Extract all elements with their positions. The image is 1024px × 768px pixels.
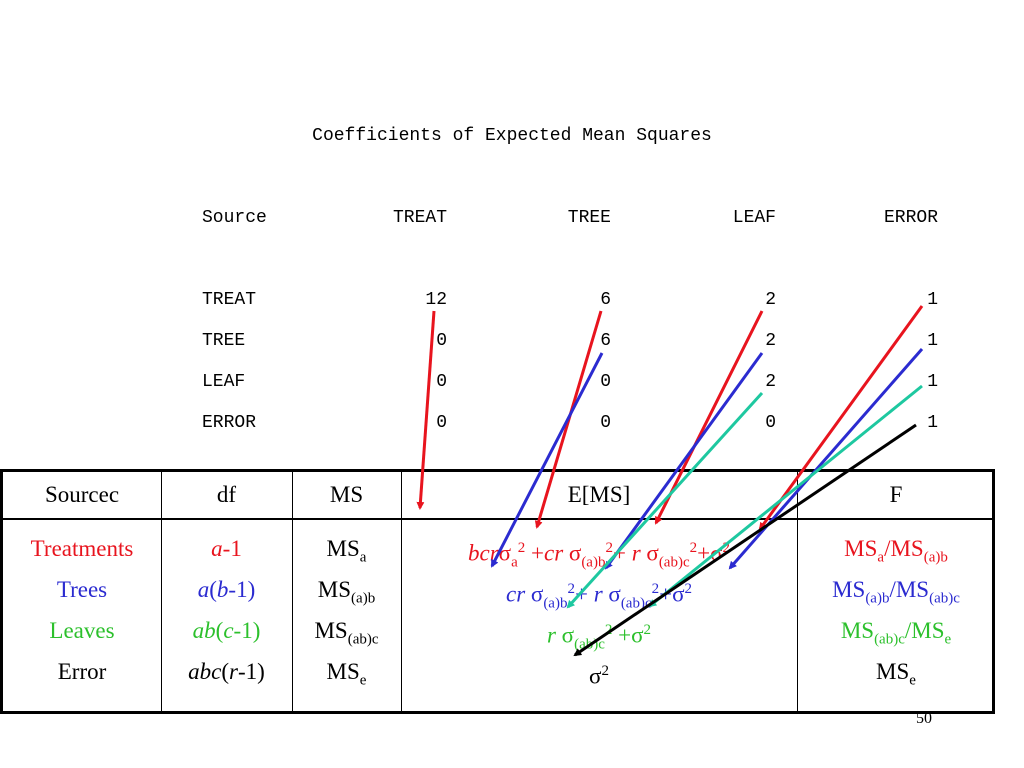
ems-trees: cr σ(a)b2+ r σ(ab)c2+σ2 <box>505 581 692 612</box>
coef-cell: 2 <box>765 290 776 310</box>
ms-treatments: MSa <box>326 536 367 566</box>
ms-column: MSa MS(a)b MS(ab)c MSe <box>292 528 401 692</box>
header-ems: E[MS] <box>567 482 631 507</box>
ms-error: MSe <box>326 659 367 689</box>
ems-treatments: bcrσa2 +cr σ(a)b2+ r σ(ab)c2+σ2 <box>468 540 730 571</box>
column-divider <box>292 472 293 711</box>
coef-row-source: TREE <box>202 331 246 351</box>
anova-table: Sourcec df MS E[MS] F Treatments Trees L… <box>0 469 995 714</box>
coef-header-treat: TREAT <box>392 208 447 228</box>
source-error: Error <box>57 659 107 684</box>
coef-cell: 6 <box>600 331 611 351</box>
source-treatments: Treatments <box>30 536 134 561</box>
coef-row-source: LEAF <box>202 372 246 392</box>
header-source: Sourcec <box>44 482 120 507</box>
source-column: Treatments Trees Leaves Error <box>3 528 161 692</box>
df-column: a-1 a(b-1) ab(c-1) abc(r-1) <box>161 528 292 692</box>
header-df: df <box>216 482 237 507</box>
df-treatments: a-1 <box>211 536 242 561</box>
ems-column: bcrσa2 +cr σ(a)b2+ r σ(ab)c2+σ2 cr σ(a)b… <box>401 528 797 692</box>
f-leaves: MS(ab)c/MSe <box>840 618 952 648</box>
ems-error: σ2 <box>589 663 609 689</box>
coef-cell: 0 <box>600 413 611 433</box>
coef-header-error: ERROR <box>883 208 938 228</box>
coef-header-source: Source <box>202 208 267 228</box>
coef-cell: 0 <box>436 331 447 351</box>
coef-cell: 0 <box>436 413 447 433</box>
source-trees: Trees <box>56 577 108 602</box>
coef-cell: 1 <box>927 372 938 392</box>
df-trees: a(b-1) <box>197 577 256 602</box>
coef-cell: 0 <box>600 372 611 392</box>
coef-cell: 0 <box>436 372 447 392</box>
coef-cell: 0 <box>765 413 776 433</box>
coef-row-source: ERROR <box>202 413 257 433</box>
header-divider <box>3 518 992 520</box>
df-leaves: ab(c-1) <box>192 618 261 643</box>
header-ms: MS <box>329 482 364 507</box>
ms-leaves: MS(ab)c <box>314 618 379 648</box>
coef-cell: 2 <box>765 331 776 351</box>
header-f: F <box>889 482 903 507</box>
ms-trees: MS(a)b <box>317 577 376 607</box>
coef-row-source: TREAT <box>202 290 257 310</box>
coef-header-leaf: LEAF <box>732 208 776 228</box>
f-treatments: MSa/MS(a)b <box>844 536 948 566</box>
coef-cell: 1 <box>927 331 938 351</box>
ems-leaves: r σ(ab)c2 +σ2 <box>546 622 652 653</box>
coef-cell: 12 <box>425 290 447 310</box>
source-leaves: Leaves <box>49 618 115 643</box>
coef-cell: 2 <box>765 372 776 392</box>
page-title: Coefficients of Expected Mean Squares <box>312 126 712 146</box>
df-error: abc(r-1) <box>188 659 265 684</box>
f-column: MSa/MS(a)b MS(a)b/MS(ab)c MS(ab)c/MSe MS… <box>797 528 995 692</box>
f-error: MSe <box>876 659 916 689</box>
page-number: 50 <box>916 710 932 727</box>
f-trees: MS(a)b/MS(ab)c <box>832 577 960 607</box>
column-divider <box>161 472 162 711</box>
coef-header-tree: TREE <box>567 208 611 228</box>
column-divider <box>401 472 402 711</box>
coef-cell: 6 <box>600 290 611 310</box>
coef-cell: 1 <box>927 413 938 433</box>
coef-cell: 1 <box>927 290 938 310</box>
